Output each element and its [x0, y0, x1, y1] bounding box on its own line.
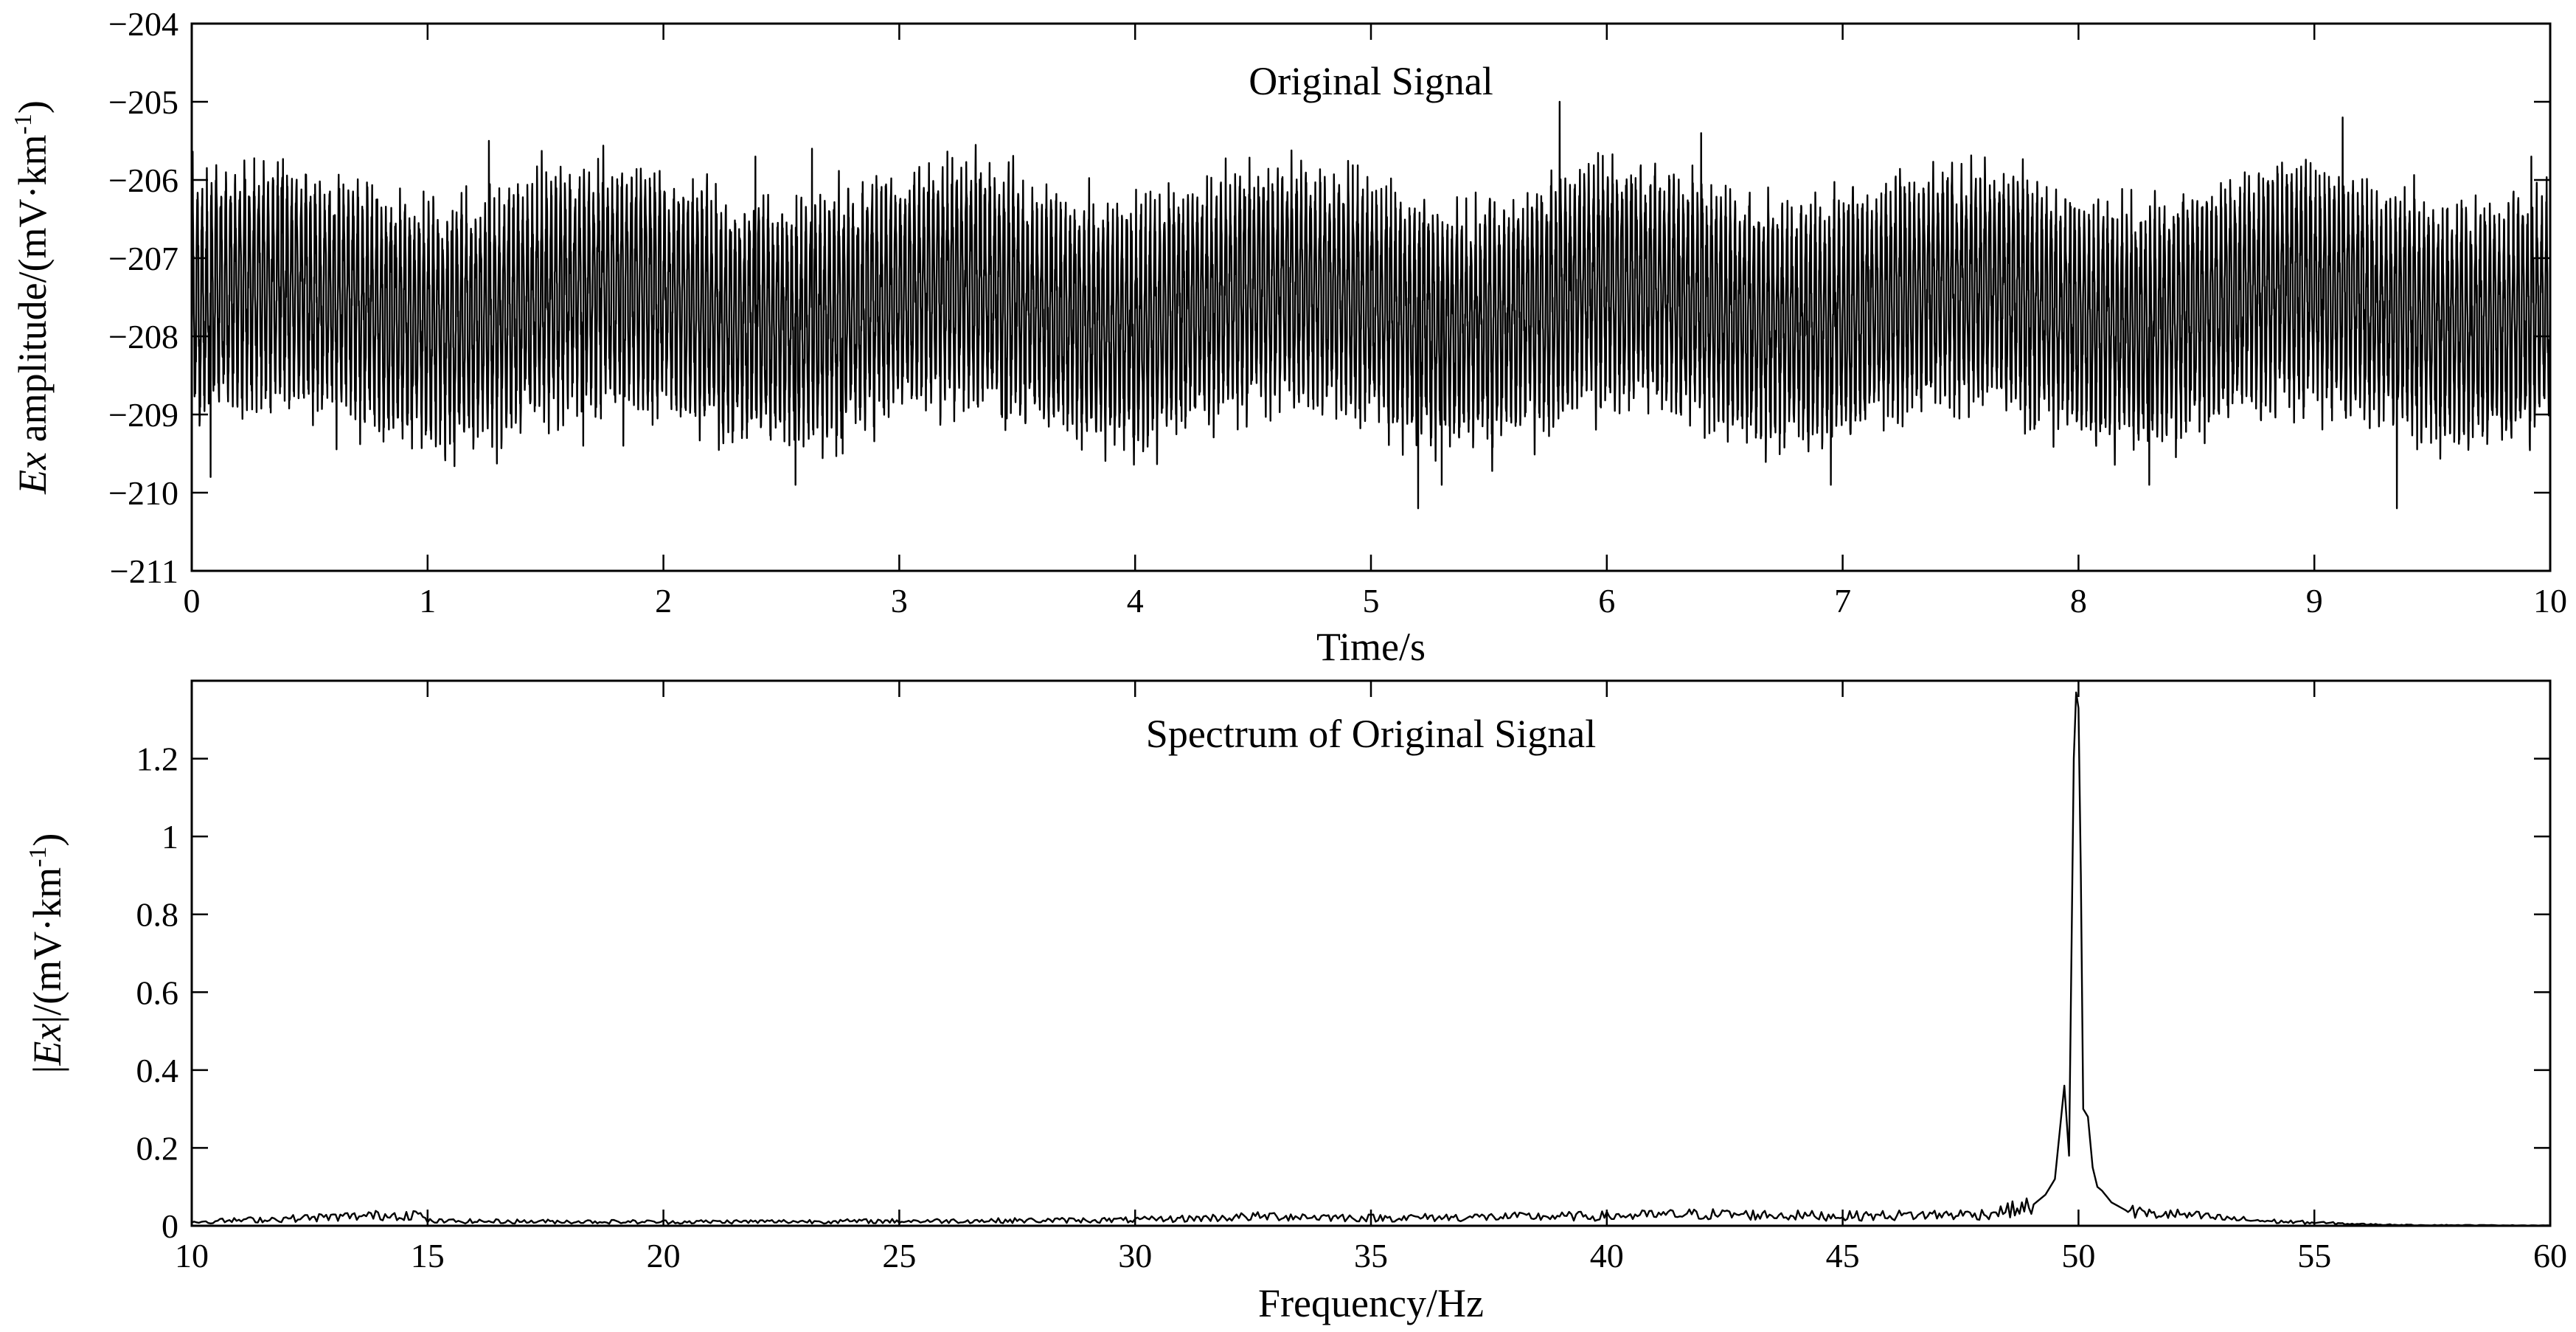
x-tick-label: 6	[1598, 582, 1615, 620]
y-axis-label: |Ex|/(mV·km-1)	[24, 833, 69, 1074]
y-tick-label: −210	[108, 474, 178, 512]
plot-title: Spectrum of Original Signal	[1146, 712, 1596, 756]
x-tick-label: 20	[647, 1237, 681, 1274]
y-tick-label: 0.2	[136, 1129, 179, 1167]
x-tick-label: 55	[2297, 1237, 2331, 1274]
x-axis-label: Time/s	[1316, 625, 1426, 669]
x-tick-label: 0	[184, 582, 201, 620]
y-tick-label: 0.8	[136, 896, 179, 934]
y-tick-label: −207	[108, 240, 178, 277]
x-tick-label: 4	[1127, 582, 1144, 620]
x-axis-label: Frequency/Hz	[1258, 1281, 1484, 1325]
y-axis-label: Ex amplitude/(mV·km-1)	[10, 100, 55, 495]
x-tick-label: 7	[1834, 582, 1851, 620]
y-tick-label: 0	[162, 1207, 178, 1245]
x-tick-label: 10	[2533, 582, 2567, 620]
y-tick-label: −204	[108, 5, 178, 43]
plot-frame	[190, 679, 2552, 1227]
x-tick-label: 30	[1118, 1237, 1152, 1274]
y-tick-label: 0.6	[136, 974, 179, 1011]
signal-line	[192, 100, 2550, 510]
spectrum-plot: 10 15 20 25 30 35 40 45 50 55 60 0 0.2 0.4 0.6 0.8 1 1.2 S…	[24, 679, 2567, 1325]
x-tick-label: 25	[882, 1237, 916, 1274]
time-signal-plot: 0 1 2 3 4 5 6 7 8 9 10 −211 −210 −209 −208 −207 −206 −205…	[10, 5, 2567, 669]
plot-title: Original Signal	[1249, 59, 1493, 103]
y-tick-label: −206	[108, 162, 178, 199]
y-tick-label: −208	[108, 318, 178, 355]
x-tick-label: 60	[2533, 1237, 2567, 1274]
x-tick-label: 35	[1354, 1237, 1388, 1274]
x-tick-label: 45	[1826, 1237, 1860, 1274]
x-tick-label: 15	[411, 1237, 445, 1274]
x-tick-label: 2	[655, 582, 672, 620]
x-tick-label: 50	[2061, 1237, 2095, 1274]
x-tick-label: 9	[2306, 582, 2323, 620]
y-tick-label: −211	[110, 552, 178, 590]
x-tick-label: 3	[891, 582, 908, 620]
x-tick-label: 40	[1590, 1237, 1624, 1274]
x-tick-label: 8	[2070, 582, 2087, 620]
spectrum-line	[192, 691, 2550, 1226]
x-tick-label: 1	[419, 582, 436, 620]
y-tick-label: 0.4	[136, 1052, 179, 1089]
x-tick-label: 5	[1363, 582, 1380, 620]
y-tick-label: 1.2	[136, 740, 179, 778]
y-tick-label: −205	[108, 83, 178, 121]
y-tick-label: 1	[162, 818, 178, 856]
x-tick-label: 10	[175, 1237, 209, 1274]
y-tick-label: −209	[108, 396, 178, 434]
